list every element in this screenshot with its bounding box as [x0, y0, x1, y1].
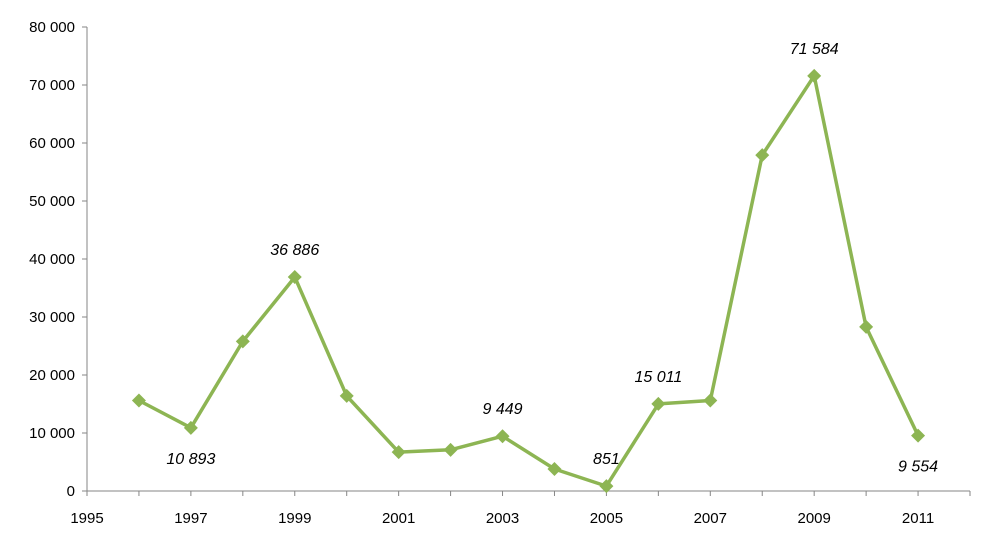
data-label: 851 — [593, 451, 620, 468]
y-tick-label: 60 000 — [29, 135, 75, 152]
chart-axes — [86, 27, 970, 492]
y-tick-label: 30 000 — [29, 309, 75, 326]
x-axis-ticks: 1995 1997 1999 2001 2003 2005 2007 2009 2011 — [70, 491, 971, 527]
x-tick-label: 2011 — [902, 510, 934, 527]
x-tick-label: 2001 — [382, 510, 415, 527]
x-tick-label: 2003 — [486, 510, 519, 527]
data-label: 9 554 — [898, 459, 938, 476]
data-point-marker — [183, 420, 198, 435]
data-labels: 10 893 36 886 9 449 851 15 011 71 584 9 554 — [166, 41, 938, 476]
y-tick-label: 20 000 — [29, 367, 75, 384]
data-point-marker — [339, 388, 354, 403]
data-point-marker — [131, 393, 146, 408]
x-tick-label: 2005 — [590, 510, 623, 527]
data-point-marker — [547, 461, 562, 476]
series-line — [138, 74, 920, 488]
data-point-marker — [807, 68, 822, 83]
data-label: 71 584 — [790, 41, 839, 58]
data-point-marker — [235, 334, 250, 349]
data-point-marker — [287, 270, 302, 285]
data-label: 15 011 — [634, 369, 682, 386]
y-tick-label: 70 000 — [29, 77, 75, 94]
x-tick-label: 2009 — [797, 510, 830, 527]
data-point-marker — [911, 428, 926, 443]
y-tick-label: 10 000 — [29, 425, 75, 442]
data-point-marker — [651, 396, 666, 411]
y-tick-label: 80 000 — [29, 19, 75, 36]
x-tick-label: 1997 — [174, 510, 207, 527]
y-tick-label: 50 000 — [29, 193, 75, 210]
x-tick-label: 2007 — [694, 510, 727, 527]
data-point-marker — [443, 442, 458, 457]
data-label: 9 449 — [483, 401, 523, 418]
data-label: 10 893 — [166, 451, 215, 468]
series-group — [131, 68, 926, 494]
y-tick-label: 0 — [67, 483, 75, 500]
data-label: 36 886 — [270, 242, 319, 259]
data-point-marker — [495, 429, 510, 444]
data-point-marker — [391, 445, 406, 460]
data-point-marker — [755, 148, 770, 163]
x-tick-label: 1999 — [278, 510, 311, 527]
y-tick-label: 40 000 — [29, 251, 75, 268]
data-point-marker — [599, 479, 614, 494]
x-tick-label: 1995 — [70, 510, 103, 527]
y-axis-ticks: 0 10 000 20 000 30 000 40 000 50 000 60 000 70 … — [29, 19, 87, 500]
data-point-marker — [859, 319, 874, 334]
data-point-marker — [703, 393, 718, 408]
